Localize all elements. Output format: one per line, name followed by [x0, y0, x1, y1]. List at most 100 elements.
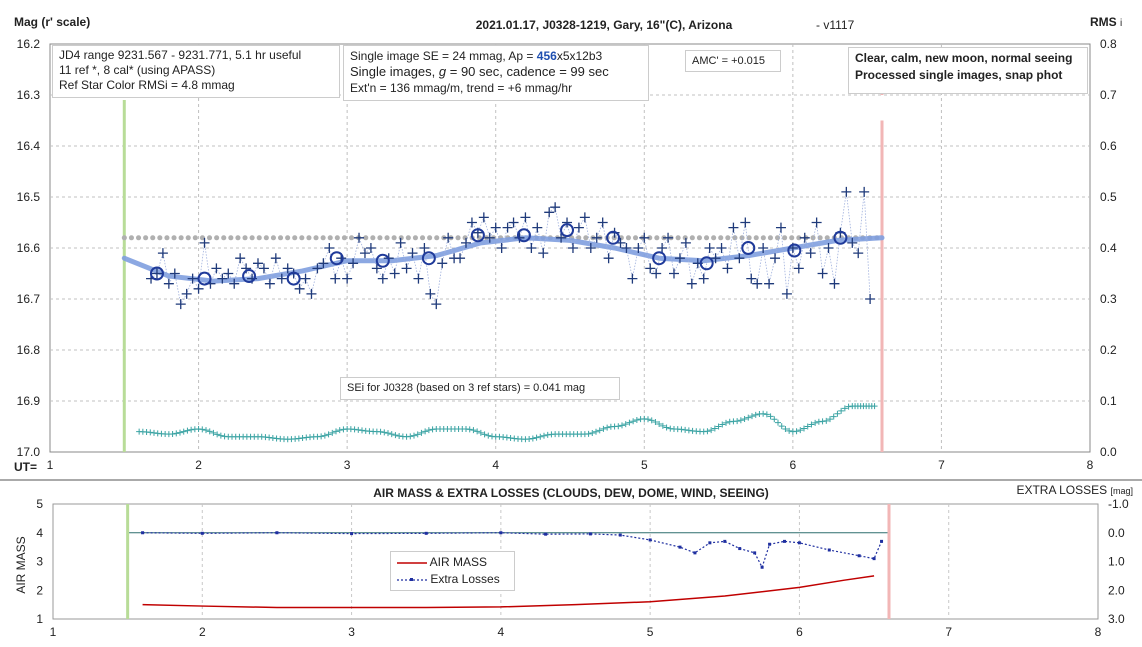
group-average-point	[329, 251, 344, 266]
single-image-point	[365, 243, 376, 253]
single-image-point	[508, 217, 519, 228]
group-average-point	[421, 251, 436, 266]
single-image-point	[847, 237, 858, 248]
rms-point	[626, 419, 633, 426]
single-image-point	[669, 268, 679, 279]
group-average-point	[197, 271, 212, 286]
rms-point	[184, 427, 191, 434]
legend-label-air-mass: AIR MASS	[429, 555, 488, 569]
bottom-chart-title: AIR MASS & EXTRA LOSSES (CLOUDS, DEW, DO…	[373, 486, 769, 500]
rms-point	[645, 416, 651, 423]
group-average-point	[741, 241, 756, 255]
amc-box: AMC' = +0.015	[685, 50, 781, 72]
single-image-point	[859, 186, 870, 197]
extra-losses-point	[350, 532, 354, 536]
rms-point	[422, 428, 429, 435]
y-tick-label: 16.3	[17, 88, 41, 102]
y2-tick-label: 0.2	[1100, 343, 1117, 357]
group-average-point	[606, 230, 621, 245]
rms-point	[396, 432, 403, 439]
single-image-point	[193, 283, 204, 294]
rms-point	[619, 422, 625, 429]
single-image-point	[306, 288, 317, 299]
single-image-point	[704, 243, 715, 253]
y-tick-label: 16.7	[17, 292, 41, 306]
single-image-point	[318, 258, 329, 269]
rms-point	[392, 432, 399, 439]
rms-point	[801, 425, 807, 432]
rms-point	[203, 427, 209, 434]
single-image-point	[211, 263, 222, 274]
single-image-point	[276, 273, 287, 284]
legend-item-air-mass: AIR MASS	[397, 554, 508, 571]
extinction-trend: Ext'n = 136 mmag/m, trend = +6 mmag/hr	[350, 81, 573, 95]
rms-point	[804, 423, 811, 430]
plot-area-bottom	[52, 503, 1099, 620]
single-image-point	[282, 263, 293, 274]
rms-point	[771, 416, 778, 423]
rms-point	[656, 420, 663, 427]
rms-point	[169, 430, 176, 437]
bottom-y-tick-label: 4	[36, 526, 43, 540]
rms-point	[786, 427, 793, 434]
extra-losses-point	[275, 531, 279, 535]
info-line-2: 11 ref *, 8 cal* (using APASS)	[59, 63, 216, 77]
rms-point	[715, 423, 722, 430]
y2-tick-label: 0.6	[1100, 139, 1117, 153]
y2-tick-label: 0.5	[1100, 190, 1117, 204]
rms-point	[793, 428, 800, 435]
single-image-point	[520, 212, 531, 223]
single-image-point	[573, 222, 584, 233]
rms-point	[741, 416, 748, 423]
rms-point	[533, 434, 540, 441]
rms-point	[719, 421, 726, 428]
chart-title: 2021.01.17, J0328-1219, Gary, 16"(C), Ar…	[476, 18, 733, 32]
rms-point	[633, 416, 640, 423]
rms-point	[652, 418, 659, 425]
extra-losses-point	[141, 531, 145, 535]
single-image-point	[740, 217, 751, 228]
extra-losses-point	[783, 539, 786, 543]
bottom-x-tick-label: 1	[50, 625, 57, 639]
group-average-point	[560, 223, 575, 238]
extra-losses-point	[708, 541, 712, 545]
single-image-point	[627, 273, 638, 284]
info-line-3: Ref Star Color RMSi = 4.8 mmag	[59, 78, 235, 92]
x-tick-label: 1	[47, 458, 54, 472]
single-image-point	[567, 243, 578, 253]
bottom-y2-tick-label: -1.0	[1108, 497, 1129, 511]
single-image-point	[163, 278, 174, 289]
single-image-point	[550, 202, 561, 213]
single-image-point	[407, 248, 418, 259]
single-image-point	[775, 222, 786, 233]
rms-point	[466, 426, 473, 433]
single-image-point	[562, 217, 573, 228]
rms-point	[767, 413, 774, 420]
rms-point	[485, 432, 492, 439]
info-box-single-images: Single image SE = 24 mmag, Ap = 456x5x12…	[343, 45, 649, 101]
bottom-x-tick-label: 7	[945, 625, 952, 639]
rms-point	[763, 411, 770, 418]
rms-point	[808, 421, 815, 428]
bottom-y2-tick-label: 2.0	[1108, 583, 1125, 597]
single-image-point	[270, 253, 281, 264]
rms-point	[819, 418, 826, 425]
single-image-point	[312, 263, 323, 274]
single-image-point	[478, 212, 489, 223]
rms-point	[407, 433, 414, 440]
single-image-point	[187, 273, 198, 284]
extra-losses-point	[693, 551, 697, 555]
extra-losses-point	[424, 531, 428, 535]
single-image-point	[371, 263, 382, 274]
rms-point	[177, 429, 183, 436]
extra-losses-point	[768, 542, 772, 546]
rms-point	[589, 430, 596, 437]
bottom-x-tick-label: 6	[796, 625, 803, 639]
single-image-point	[532, 222, 543, 233]
y2-tick-label: 0.8	[1100, 37, 1117, 51]
single-image-point	[359, 248, 370, 259]
extra-losses-point	[827, 548, 831, 552]
y-tick-label: 16.4	[17, 139, 41, 153]
